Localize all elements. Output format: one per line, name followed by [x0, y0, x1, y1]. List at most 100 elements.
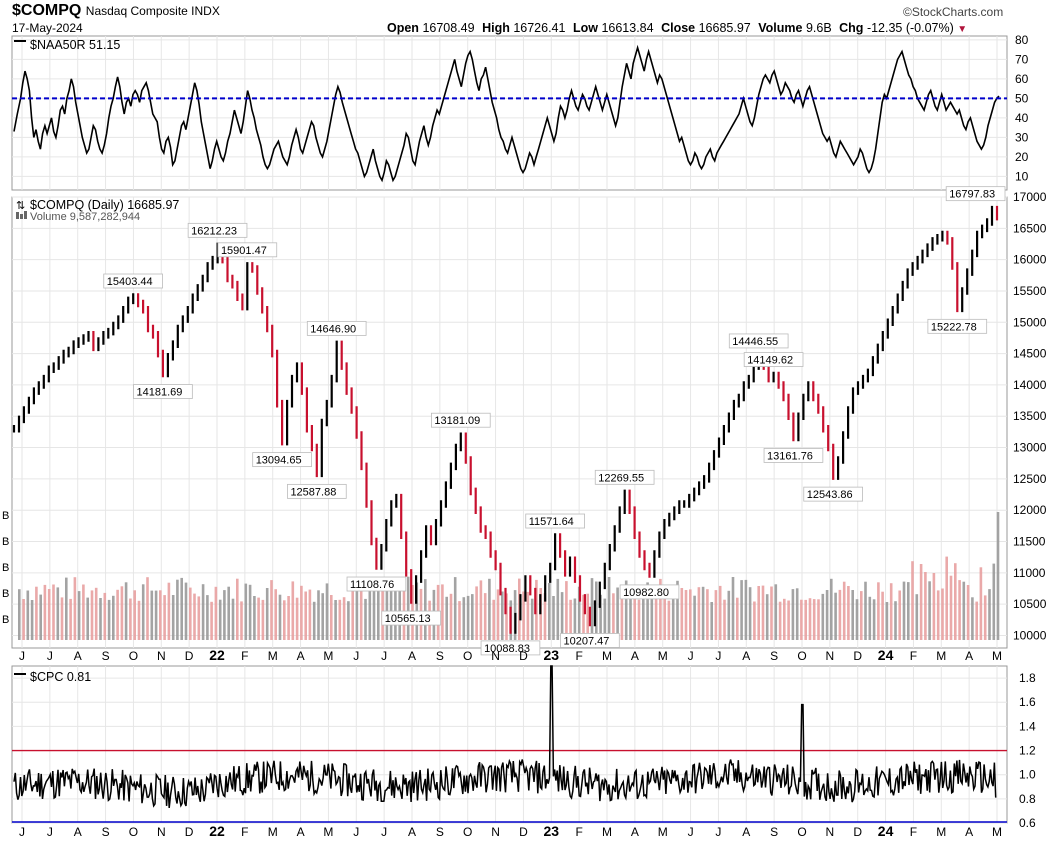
volume-bar	[107, 599, 111, 640]
x-tick-label: A	[408, 649, 416, 663]
x-tick-label: A	[631, 649, 639, 663]
x-tick-label: F	[241, 649, 248, 663]
volume-bar	[372, 578, 376, 640]
volume-bar	[586, 593, 589, 640]
price-legend: $COMPQ (Daily) 16685.97	[30, 198, 179, 212]
volume-bar	[163, 595, 166, 640]
symbol-title: $COMPQ Nasdaq Composite INDX	[12, 2, 220, 20]
volume-bar	[851, 590, 854, 640]
price-annotation-box	[187, 222, 248, 238]
volume-bar	[830, 578, 833, 640]
x-tick-label: J	[688, 649, 694, 663]
volume-bar	[992, 563, 996, 640]
volume-bar	[919, 564, 923, 640]
volume-bar	[834, 592, 837, 640]
volume-bar	[159, 590, 162, 640]
volume-axis-label: B	[2, 614, 9, 626]
volume-bar	[278, 594, 282, 640]
price-legend-icon: ⇅	[16, 200, 25, 212]
x-tick-label: M	[992, 825, 1002, 839]
volume-bar	[936, 590, 940, 640]
volume-bar	[565, 581, 568, 640]
x-tick-label: D	[185, 649, 194, 663]
volume-bar	[52, 584, 55, 640]
volume-bar	[842, 581, 846, 640]
volume-bar	[124, 582, 128, 640]
volume-bar	[659, 578, 662, 640]
volume-bar	[629, 588, 632, 640]
price-annotation: 14646.90	[310, 323, 356, 335]
price-annotation: 14446.55	[732, 336, 778, 348]
x-tick-label: A	[74, 649, 82, 663]
volume-bar	[492, 599, 495, 640]
volume-bar	[56, 587, 60, 640]
volume-bar	[573, 598, 577, 640]
panel-frame-top	[11, 35, 1008, 191]
down-triangle-icon: ▼	[957, 24, 968, 35]
volume-bar	[274, 589, 277, 640]
price-annotation: 12587.88	[290, 486, 336, 498]
volume-bar	[129, 598, 132, 640]
volume-bar	[889, 583, 893, 640]
volume-bar	[406, 576, 410, 640]
price-annotation-box	[763, 448, 824, 463]
volume-bar	[479, 580, 483, 640]
high-label: High	[482, 21, 510, 35]
volume-bar	[244, 583, 248, 640]
volume-bar	[342, 597, 346, 640]
volume-bar	[599, 594, 602, 640]
y-tick-label: 0.8	[1019, 792, 1036, 806]
volume-bar	[941, 588, 944, 640]
volume-bar	[633, 586, 636, 640]
x-tick-label: S	[102, 825, 110, 839]
x-tick-label: J	[381, 825, 387, 839]
copyright[interactable]: ©StockCharts.com	[903, 5, 1004, 19]
x-tick-label: F	[241, 825, 248, 839]
volume-bar	[783, 598, 786, 640]
x-tick-label: M	[658, 825, 668, 839]
volume-bar	[334, 600, 337, 640]
volume-bar	[671, 593, 675, 640]
volume-bar	[548, 583, 551, 640]
volume-bar	[765, 594, 769, 640]
volume-bar	[530, 598, 534, 640]
volume-bar	[261, 599, 265, 640]
x-tick-label: F	[910, 649, 917, 663]
price-annotation: 14181.69	[137, 387, 183, 399]
volume-bar	[902, 581, 906, 640]
volume-bar	[680, 588, 684, 640]
y-tick-label: 1.0	[1019, 768, 1036, 782]
volume-bar	[167, 582, 171, 640]
x-tick-label: M	[323, 649, 333, 663]
volume-bar	[458, 601, 461, 640]
x-tick-label: D	[853, 825, 862, 839]
price-annotation-box	[252, 452, 312, 468]
price-annotation: 15403.44	[107, 276, 153, 288]
x-tick-label: N	[157, 825, 166, 839]
price-annotation-box	[803, 486, 863, 502]
volume-bar	[453, 577, 457, 640]
volume-bar	[736, 597, 739, 640]
volume-bar	[355, 588, 359, 640]
y-tick-label: 60	[1015, 72, 1029, 86]
volume-value: 9.6B	[805, 21, 832, 35]
volume-bar	[761, 585, 765, 640]
volume-bar	[22, 599, 25, 640]
volume-bar	[778, 601, 782, 640]
y-tick-label: 70	[1015, 52, 1029, 66]
price-annotation-box	[525, 513, 585, 529]
x-tick-label: N	[491, 825, 500, 839]
open-label: Open	[387, 21, 419, 35]
price-bars-up	[12, 205, 994, 634]
volume-bar	[983, 595, 987, 640]
cpc-legend: $CPC 0.81	[30, 670, 91, 684]
price-annotation: 13094.65	[256, 455, 302, 467]
price-annotation-box	[480, 640, 541, 656]
volume-bar	[231, 598, 235, 640]
volume-bar	[248, 584, 252, 640]
price-annotation: 10088.83	[484, 643, 530, 655]
volume-bar	[189, 587, 192, 640]
x-tick-label: J	[353, 825, 359, 839]
x-tick-label: N	[157, 649, 166, 663]
volume-bar	[603, 598, 607, 640]
